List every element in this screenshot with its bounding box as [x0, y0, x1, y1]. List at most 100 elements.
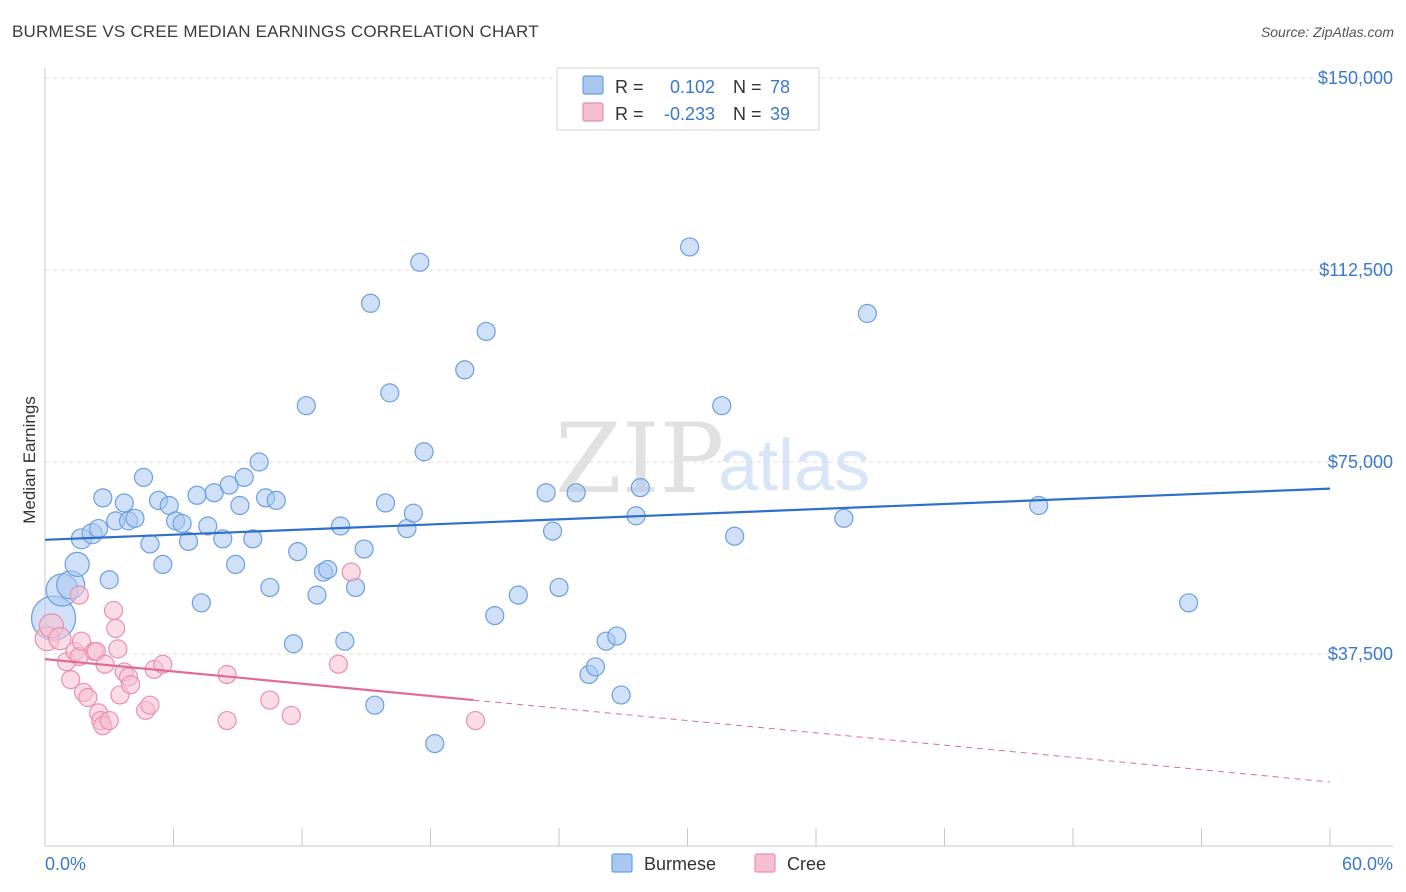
burmese-point — [219, 475, 239, 495]
y-tick-label: $150,000 — [1318, 68, 1393, 88]
burmese-point — [266, 490, 286, 510]
legend-box: R = 0.102 N = 78 R = -0.233 N = 39 — [556, 67, 820, 131]
burmese-point — [335, 631, 355, 651]
cree-point — [103, 600, 124, 621]
legend-r-value-cree: -0.233 — [664, 104, 715, 124]
burmese-point — [99, 570, 119, 590]
cree-point — [108, 639, 128, 659]
y-tick-label: $75,000 — [1328, 452, 1393, 472]
burmese-point — [213, 529, 233, 549]
burmese-point — [630, 478, 650, 498]
legend-n-value-burmese: 78 — [770, 77, 790, 97]
burmese-point — [330, 516, 351, 536]
burmese-point — [204, 483, 224, 503]
x-tick-label: 60.0% — [1342, 854, 1393, 874]
burmese-point — [153, 554, 173, 575]
cree-trend-line — [44, 658, 474, 702]
cree-point — [121, 675, 141, 695]
burmese-point — [140, 534, 160, 554]
chart-title: BURMESE VS CREE MEDIAN EARNINGS CORRELAT… — [12, 22, 539, 41]
burmese-point — [307, 585, 327, 605]
burmese-point — [536, 483, 556, 503]
legend-n-value-cree: 39 — [770, 104, 790, 124]
legend-n-label-cree: N = — [733, 104, 762, 124]
burmese-point — [508, 585, 528, 605]
source-label: Source: ZipAtlas.com — [1260, 24, 1394, 40]
burmese-point — [288, 541, 308, 562]
trend-lines — [44, 487, 1331, 783]
y-tick-label: $112,500 — [1319, 260, 1393, 280]
y-axis-label: Median Earnings — [20, 396, 39, 524]
burmese-point — [414, 442, 434, 462]
cree-trend-extension — [473, 699, 1331, 783]
burmese-point — [230, 495, 250, 516]
burmese-point — [172, 513, 192, 534]
bottom-legend-swatch-burmese — [611, 853, 633, 873]
burmese-point — [611, 685, 631, 705]
burmese-point — [680, 237, 700, 257]
x-tick-label: 0.0% — [45, 854, 86, 874]
burmese-point — [549, 577, 569, 598]
cree-point — [341, 562, 361, 582]
cree-point — [328, 654, 349, 674]
burmese-point — [857, 303, 878, 324]
burmese-point — [410, 252, 430, 272]
bottom-legend-cree: Cree — [787, 854, 826, 874]
burmese-point — [485, 605, 505, 626]
burmese-point — [403, 503, 423, 523]
cree-point — [71, 631, 92, 651]
burmese-point — [249, 452, 269, 472]
cree-point — [69, 585, 89, 605]
legend-n-label-burmese: N = — [733, 77, 762, 97]
burmese-point — [380, 383, 400, 403]
cree-point — [465, 710, 486, 731]
burmese-point — [354, 539, 374, 559]
burmese-point — [607, 626, 627, 646]
cree-points — [34, 562, 486, 736]
cree-point — [78, 687, 98, 708]
burmese-point — [476, 321, 496, 342]
cree-point — [61, 669, 81, 690]
burmese-point — [318, 559, 338, 580]
legend-r-label-burmese: R = — [615, 77, 644, 97]
cree-point — [140, 695, 160, 715]
burmese-point — [114, 493, 134, 513]
burmese-point — [585, 657, 606, 677]
burmese-point — [243, 529, 263, 549]
legend-swatch-cree — [582, 102, 604, 122]
burmese-trend-line — [44, 487, 1331, 541]
burmese-point — [360, 293, 381, 313]
burmese-point — [64, 551, 90, 578]
cree-point — [48, 627, 72, 651]
burmese-point — [712, 396, 732, 416]
burmese-point — [375, 493, 396, 513]
burmese-point — [191, 593, 211, 613]
burmese-point — [425, 733, 445, 754]
burmese-point — [296, 396, 316, 416]
cree-point — [217, 710, 237, 731]
burmese-point — [178, 531, 199, 551]
burmese-point — [365, 695, 385, 715]
bottom-legend-swatch-cree — [754, 853, 776, 873]
cree-point — [217, 664, 237, 685]
burmese-point — [187, 485, 207, 505]
burmese-point — [283, 634, 304, 654]
burmese-point — [88, 518, 109, 539]
burmese-point — [566, 483, 586, 503]
burmese-point — [260, 577, 280, 598]
burmese-point — [198, 516, 218, 536]
bottom-legend: Burmese Cree — [611, 853, 826, 874]
x-tick-labels: 0.0% 60.0% — [45, 854, 1393, 874]
burmese-point — [125, 508, 145, 528]
cree-point — [281, 705, 301, 726]
legend-r-label-cree: R = — [615, 104, 644, 124]
watermark-atlas: atlas — [718, 426, 870, 506]
y-tick-labels: $37,500 $75,000 $112,500 $150,000 — [1318, 68, 1393, 664]
burmese-point — [1179, 593, 1199, 613]
cree-point — [106, 618, 126, 639]
burmese-point — [133, 467, 154, 487]
burmese-point — [226, 554, 246, 575]
burmese-point — [93, 488, 113, 508]
burmese-point — [455, 360, 475, 380]
